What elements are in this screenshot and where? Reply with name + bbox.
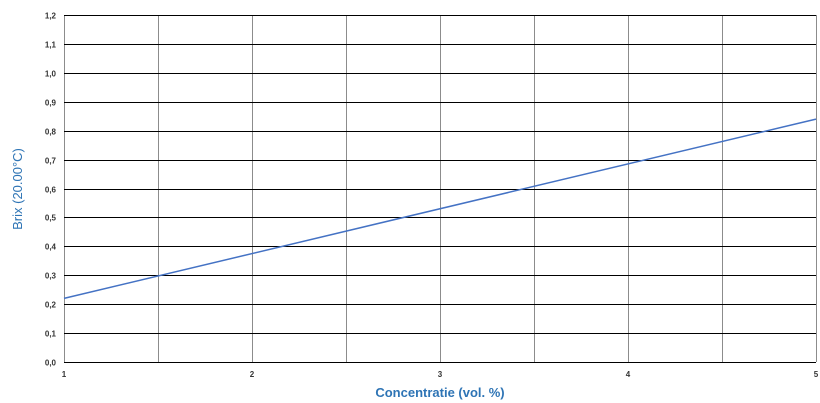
x-tick-label: 3 xyxy=(438,370,443,379)
x-tick-label: 5 xyxy=(814,370,819,379)
y-tick-label: 1,1 xyxy=(45,41,57,50)
x-tick-label: 2 xyxy=(250,370,255,379)
y-tick-label: 0,9 xyxy=(45,99,57,108)
y-axis-title: Brix (20.00°C) xyxy=(10,148,25,230)
y-tick-label: 0,0 xyxy=(45,359,57,368)
series-lines xyxy=(63,118,817,300)
y-tick-label: 0,4 xyxy=(45,243,57,252)
x-axis-title: Concentratie (vol. %) xyxy=(375,385,504,400)
y-tick-label: 0,3 xyxy=(45,272,57,281)
horizontal-gridlines xyxy=(64,15,816,363)
x-tick-label: 1 xyxy=(62,370,67,379)
y-tick-label: 1,0 xyxy=(45,70,57,79)
series-line xyxy=(63,118,817,300)
y-axis-ticks: 0,0 0,1 0,2 0,3 0,4 0,5 0,6 0,7 0,8 0,9 1,0 1,1 1,2 xyxy=(45,12,57,368)
y-tick-label: 0,2 xyxy=(45,301,57,310)
x-tick-label: 4 xyxy=(626,370,631,379)
y-tick-label: 0,1 xyxy=(45,330,57,339)
x-axis-ticks: 1 2 3 4 5 xyxy=(62,370,819,379)
y-tick-label: 0,5 xyxy=(45,214,57,223)
y-tick-label: 0,8 xyxy=(45,128,57,137)
vertical-gridlines xyxy=(64,15,817,362)
y-tick-label: 0,6 xyxy=(45,186,57,195)
y-tick-label: 1,2 xyxy=(45,12,57,21)
y-tick-label: 0,7 xyxy=(45,157,57,166)
